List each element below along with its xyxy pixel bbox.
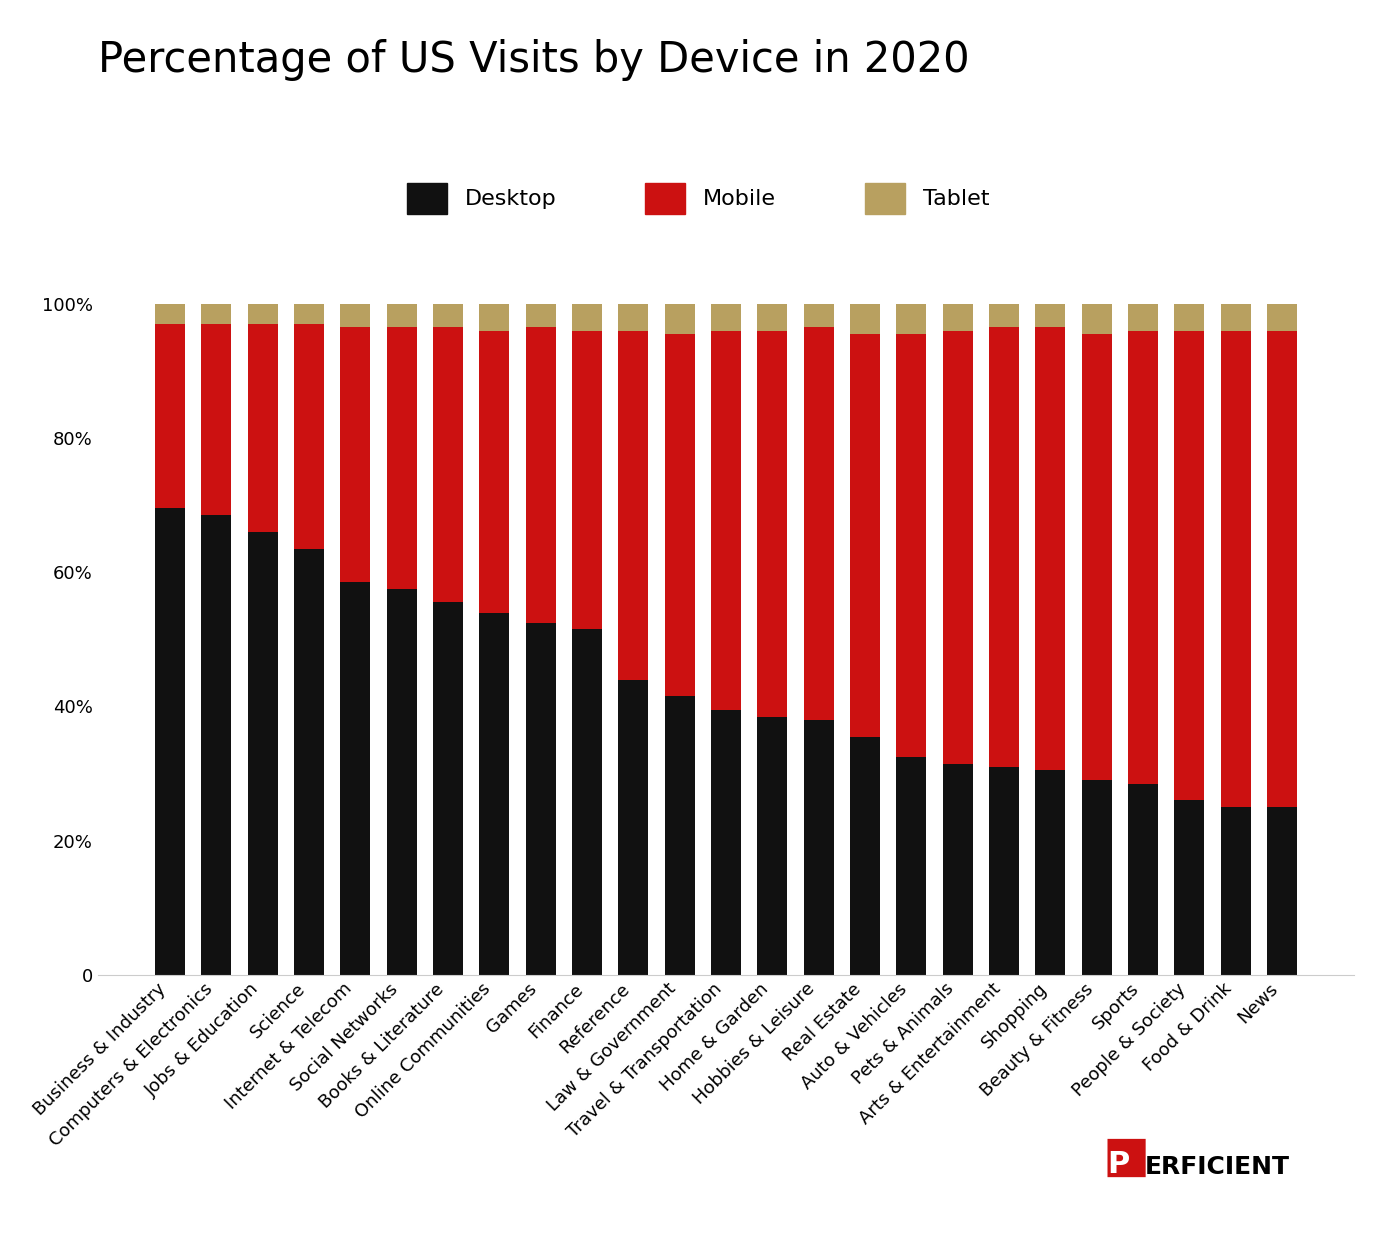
- Text: P: P: [1107, 1150, 1129, 1179]
- Bar: [757, 304, 787, 330]
- Bar: [1082, 334, 1111, 780]
- Bar: [1128, 330, 1159, 784]
- Bar: [664, 696, 695, 975]
- Bar: [1174, 330, 1205, 800]
- Bar: [341, 582, 370, 975]
- Bar: [572, 629, 602, 975]
- Bar: [711, 304, 741, 330]
- Bar: [155, 324, 184, 509]
- Bar: [618, 330, 648, 680]
- Text: ERFICIENT: ERFICIENT: [1145, 1155, 1290, 1179]
- Bar: [1036, 770, 1065, 975]
- Bar: [155, 304, 184, 324]
- Bar: [572, 330, 602, 629]
- Bar: [293, 304, 324, 324]
- Bar: [988, 768, 1019, 975]
- Bar: [433, 328, 463, 602]
- Text: ■: ■: [1103, 1134, 1150, 1181]
- Bar: [711, 330, 741, 710]
- Bar: [387, 304, 416, 328]
- Bar: [247, 304, 278, 324]
- Bar: [387, 328, 416, 589]
- Bar: [201, 515, 232, 975]
- Bar: [618, 680, 648, 975]
- Bar: [757, 330, 787, 716]
- Bar: [525, 328, 556, 622]
- Bar: [1082, 304, 1111, 334]
- Bar: [1082, 780, 1111, 975]
- Legend: Desktop, Mobile, Tablet: Desktop, Mobile, Tablet: [398, 174, 998, 222]
- Bar: [293, 549, 324, 975]
- Bar: [896, 304, 927, 334]
- Bar: [572, 304, 602, 330]
- Bar: [201, 304, 232, 324]
- Bar: [988, 328, 1019, 768]
- Bar: [201, 324, 232, 515]
- Bar: [387, 589, 416, 975]
- Bar: [804, 304, 833, 328]
- Bar: [1036, 328, 1065, 770]
- Bar: [525, 304, 556, 328]
- Bar: [1268, 808, 1297, 975]
- Bar: [850, 334, 879, 736]
- Bar: [804, 328, 833, 720]
- Bar: [988, 304, 1019, 328]
- Bar: [711, 710, 741, 975]
- Bar: [1220, 808, 1251, 975]
- Bar: [757, 716, 787, 975]
- Bar: [1036, 304, 1065, 328]
- Bar: [896, 756, 927, 975]
- Text: Percentage of US Visits by Device in 2020: Percentage of US Visits by Device in 202…: [98, 39, 969, 81]
- Bar: [1220, 330, 1251, 808]
- Bar: [664, 304, 695, 334]
- Bar: [618, 304, 648, 330]
- Bar: [1268, 330, 1297, 808]
- Bar: [341, 328, 370, 582]
- Bar: [804, 720, 833, 975]
- Bar: [664, 334, 695, 696]
- Bar: [896, 334, 927, 756]
- Bar: [850, 304, 879, 334]
- Bar: [433, 304, 463, 328]
- Bar: [433, 602, 463, 975]
- Bar: [247, 324, 278, 532]
- Bar: [479, 330, 510, 612]
- Bar: [1174, 800, 1205, 975]
- Bar: [1128, 304, 1159, 330]
- Bar: [341, 304, 370, 328]
- Bar: [155, 509, 184, 975]
- Bar: [525, 622, 556, 975]
- Bar: [1128, 784, 1159, 975]
- Bar: [1268, 304, 1297, 330]
- Bar: [1220, 304, 1251, 330]
- Bar: [479, 304, 510, 330]
- Bar: [479, 612, 510, 975]
- Bar: [247, 532, 278, 975]
- Bar: [1174, 304, 1205, 330]
- Bar: [942, 304, 973, 330]
- Bar: [850, 736, 879, 975]
- Bar: [942, 330, 973, 764]
- Bar: [942, 764, 973, 975]
- Bar: [293, 324, 324, 549]
